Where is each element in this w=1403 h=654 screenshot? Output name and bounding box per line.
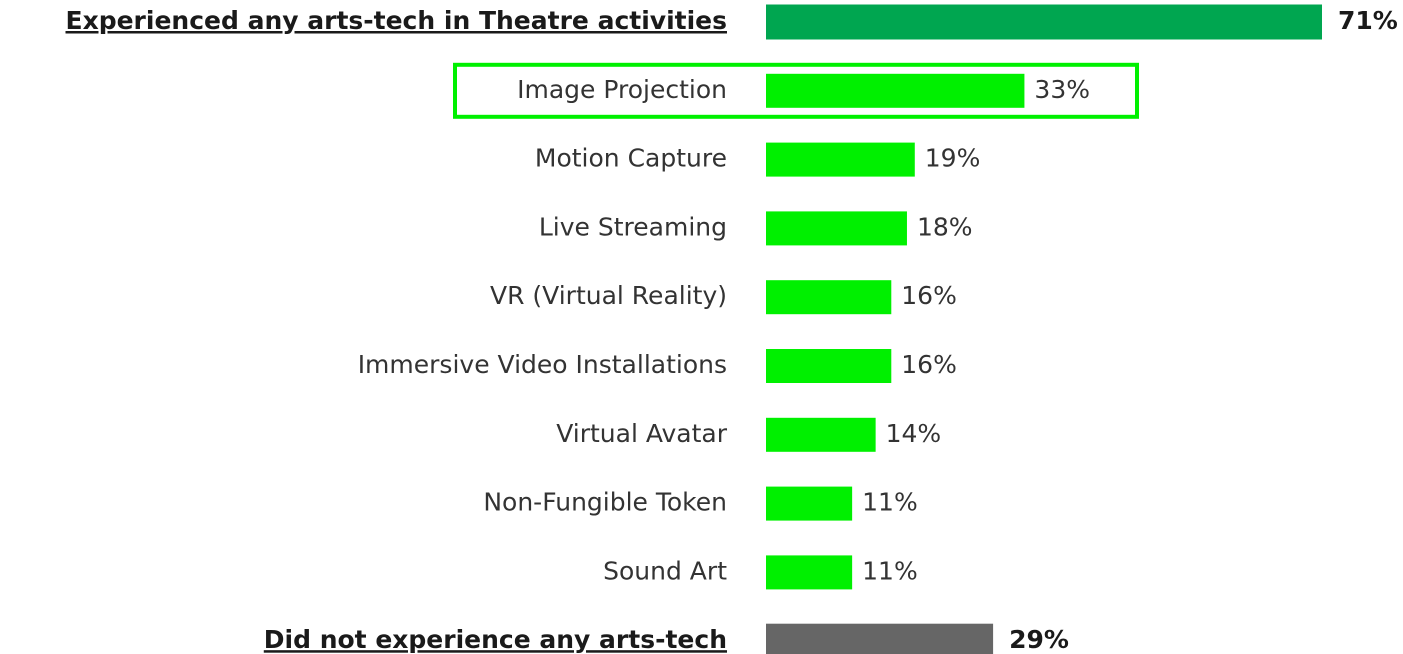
bar (766, 417, 876, 452)
value-label: 33% (1034, 75, 1090, 104)
bar (766, 349, 892, 383)
bar (766, 280, 892, 315)
value-label: 71% (1338, 6, 1398, 35)
bar (766, 4, 1322, 40)
category-label: Live Streaming (539, 212, 727, 241)
category-label: VR (Virtual Reality) (490, 281, 727, 310)
value-label: 19% (925, 144, 981, 173)
bar (766, 211, 907, 246)
category-label: Motion Capture (535, 144, 727, 173)
value-label: 11% (862, 488, 918, 517)
bar (766, 555, 853, 590)
category-label: Immersive Video Installations (358, 350, 727, 379)
category-label: Image Projection (517, 75, 727, 104)
value-label: 29% (1009, 625, 1069, 654)
category-label: Non-Fungible Token (483, 488, 727, 517)
bar (766, 486, 853, 521)
value-label: 18% (917, 212, 973, 241)
bar (766, 142, 915, 177)
value-label: 16% (901, 350, 957, 379)
value-label: 14% (886, 419, 942, 448)
bar (766, 623, 994, 654)
category-label: Sound Art (603, 556, 727, 585)
category-label: Virtual Avatar (556, 419, 728, 448)
value-label: 11% (862, 556, 918, 585)
category-label: Did not experience any arts-tech (264, 625, 727, 654)
category-label: Experienced any arts-tech in Theatre act… (66, 6, 728, 35)
bar (766, 73, 1025, 108)
highlight-box (453, 62, 1139, 119)
value-label: 16% (901, 281, 957, 310)
